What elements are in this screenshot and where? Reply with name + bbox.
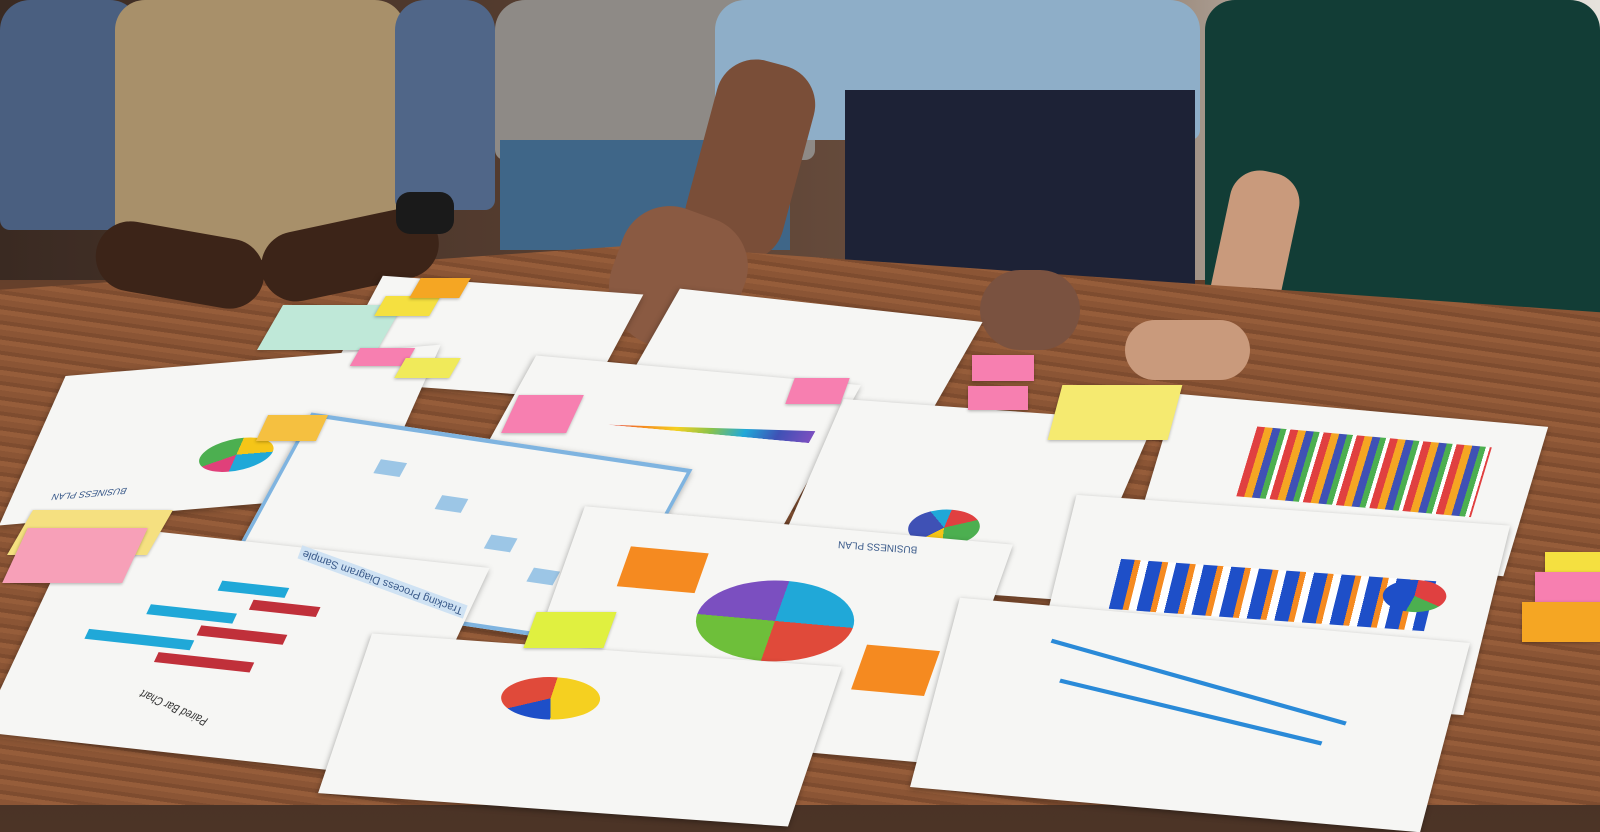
trend-line [1059, 678, 1323, 746]
sticky-note-yellow [374, 296, 441, 316]
bar-cyan [84, 628, 195, 651]
flow-box [483, 534, 518, 553]
business-plan-label: BUSINESS PLAN [49, 485, 129, 502]
bar-red [153, 652, 255, 673]
patterned-sleeve [395, 0, 495, 210]
sticky-note-pink [2, 528, 148, 583]
bar-cyan [146, 604, 237, 624]
orange-box [851, 644, 940, 696]
sticky-note-yellow [1047, 385, 1183, 440]
watch-icon [396, 192, 454, 234]
sticky-note-pink [972, 355, 1034, 381]
flow-box [526, 567, 561, 586]
flow-box [373, 459, 408, 477]
sticky-note-pink [968, 386, 1028, 410]
pie-chart [494, 673, 607, 723]
sticky-note-orange [1522, 602, 1600, 642]
bar-cyan [217, 580, 290, 598]
sticky-note-lime [523, 612, 617, 648]
paired-bar-chart-title: Paired Bar Chart [136, 686, 212, 728]
orange-box [616, 546, 709, 594]
bar-red [248, 599, 321, 618]
bar-red [196, 625, 288, 645]
pie-paper-bottom [318, 633, 842, 827]
stacked-bars [1236, 426, 1492, 518]
circular-diagram [683, 574, 868, 668]
hand [1125, 320, 1250, 380]
flow-box [434, 495, 469, 513]
sticky-note-orange [255, 415, 329, 441]
sticky-note-pink [785, 378, 850, 404]
sticky-note-yellow [394, 358, 461, 378]
hand [980, 270, 1080, 350]
